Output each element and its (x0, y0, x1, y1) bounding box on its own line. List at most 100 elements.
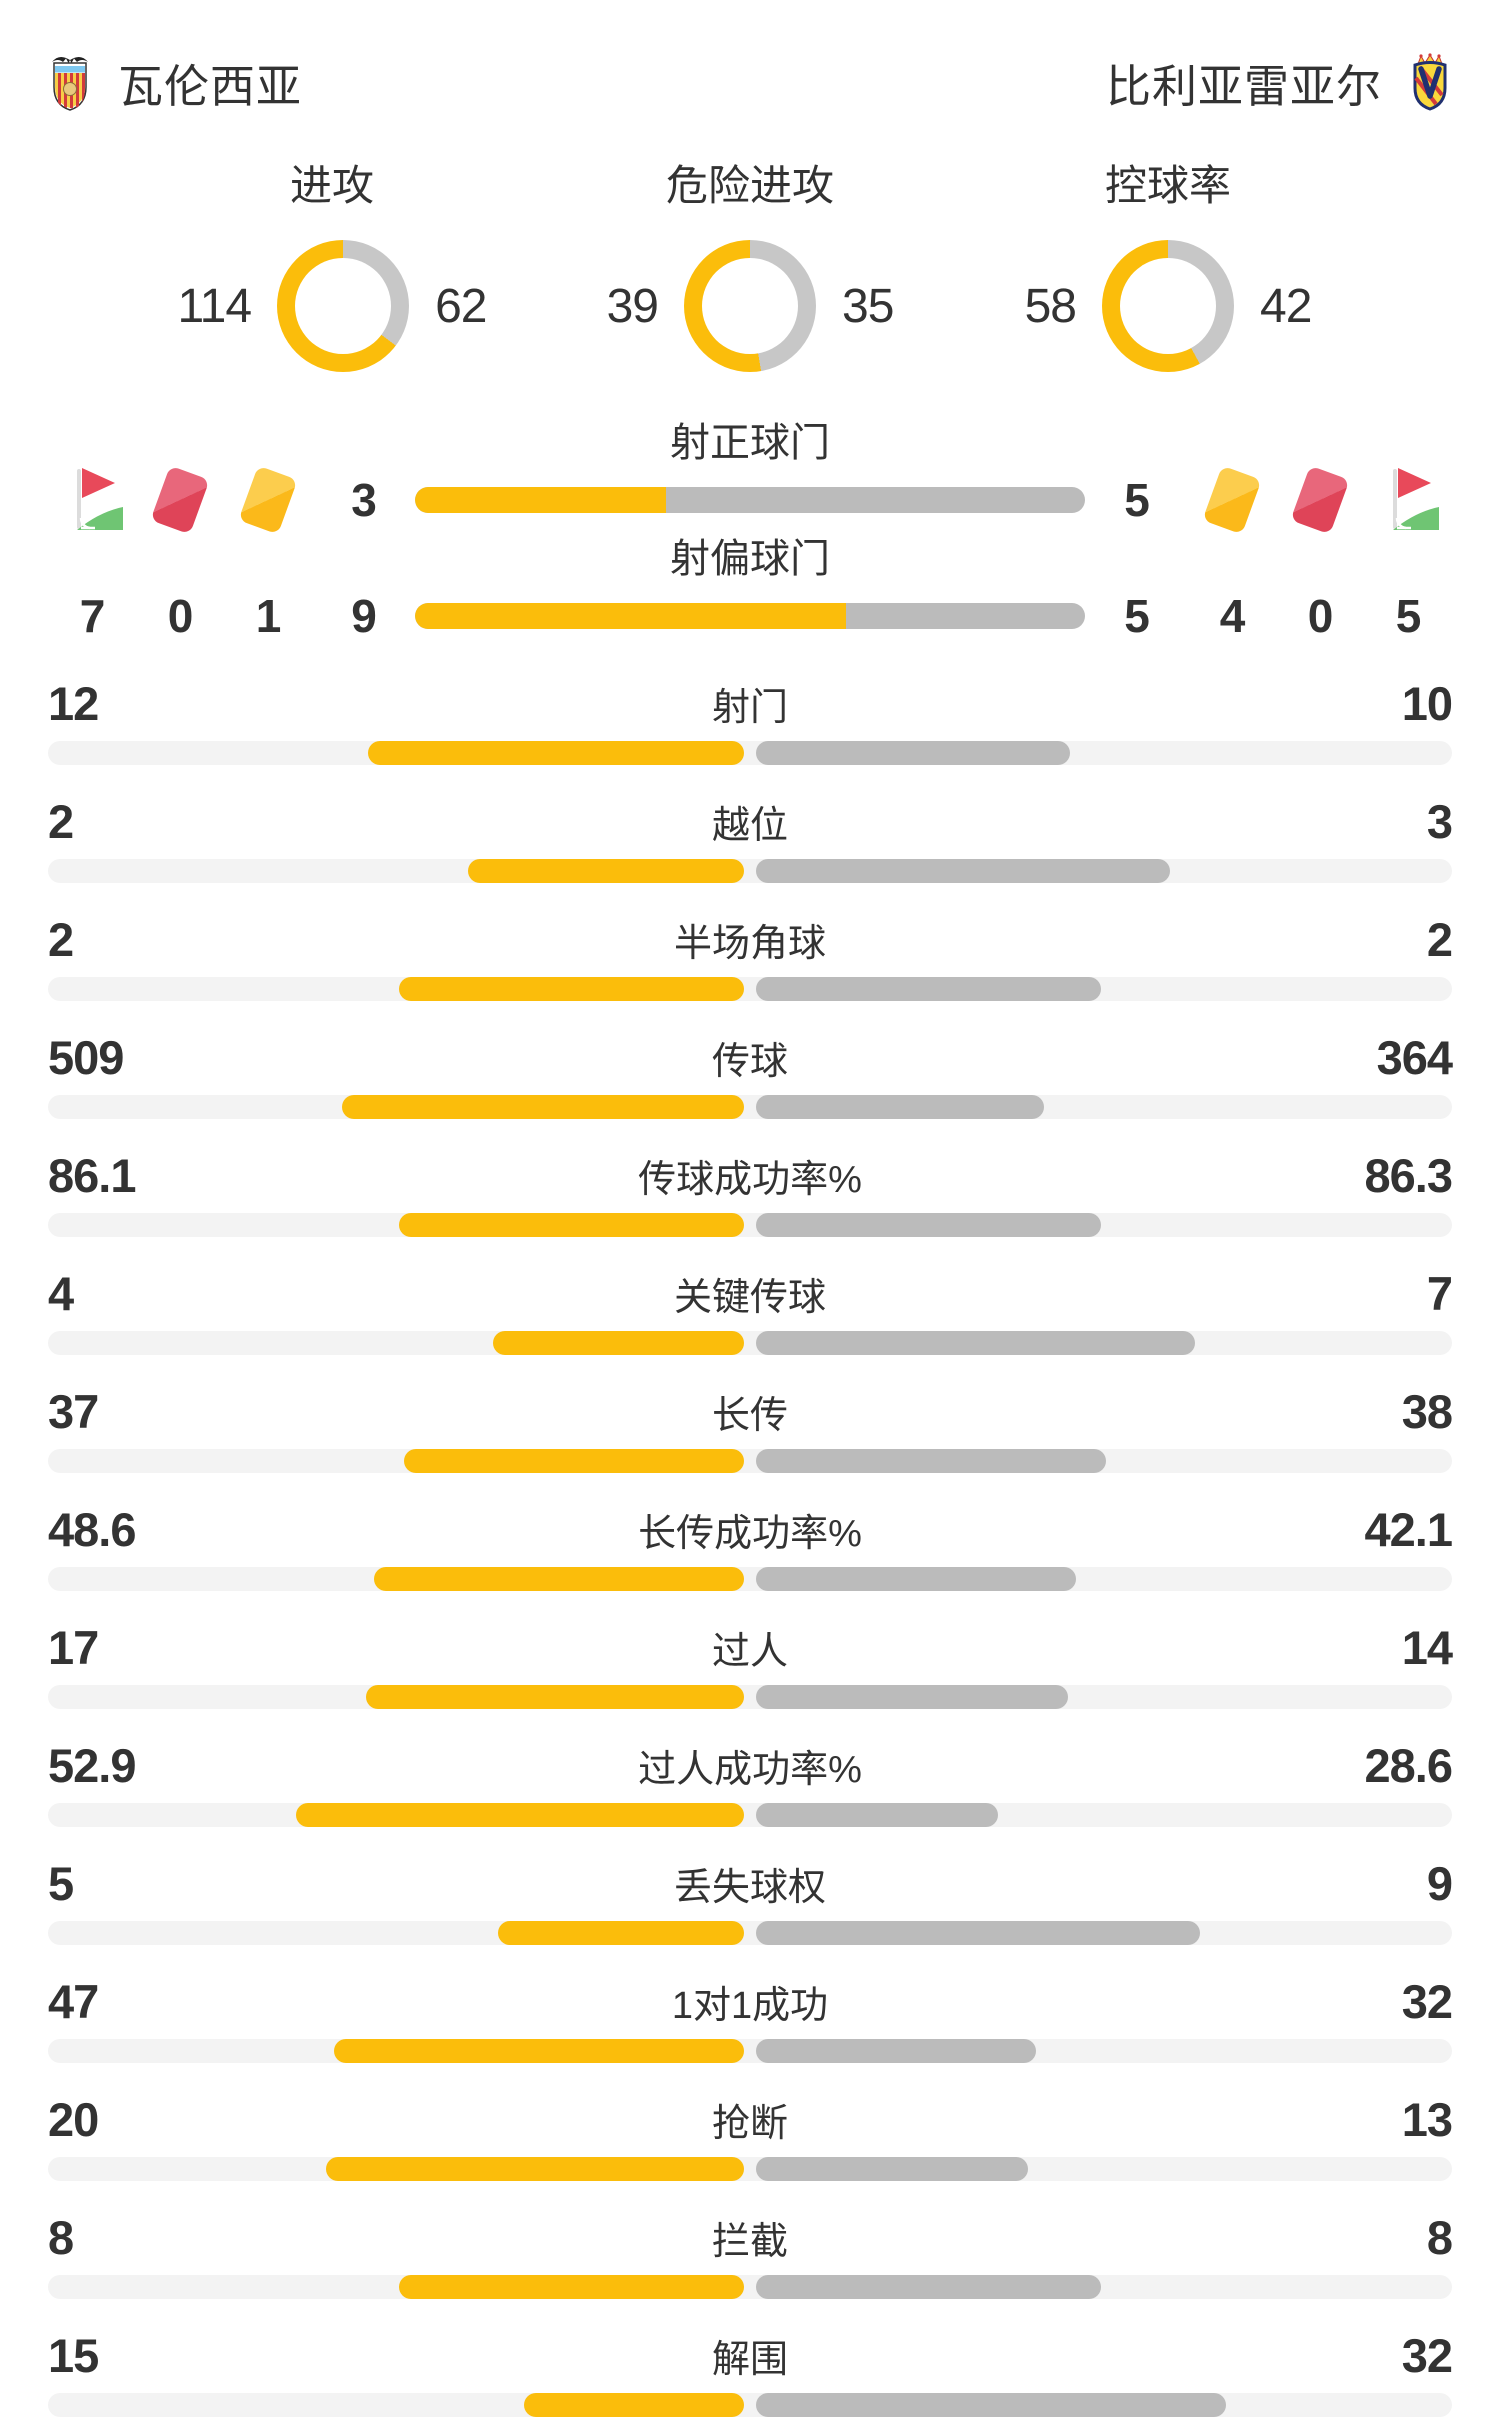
stat-bar-home (399, 2275, 744, 2299)
stat-bar-home (403, 1449, 744, 1473)
home-corners-count: 7 (79, 590, 106, 642)
stat-top: 12 射门 10 (48, 676, 1453, 730)
corner-flag-icon (77, 468, 123, 530)
stat-away-value: 9 (1426, 1856, 1453, 1910)
match-stats-page: 瓦伦西亚 比利亚雷亚尔 进攻 114 62 危险进攻 39 35 (48, 0, 1453, 2417)
stat-bar-home (399, 1213, 744, 1237)
stat-top: 2 半场角球 2 (48, 912, 1453, 966)
stat-row: 15 解围 32 (48, 2328, 1453, 2417)
donut-home-value: 114 (177, 279, 253, 333)
stat-row: 47 1对1成功 32 (48, 1974, 1453, 2063)
stat-bar-away (756, 741, 1070, 765)
stat-label: 传球 (711, 1040, 788, 1083)
stat-bar-track (48, 1685, 1452, 1709)
stat-top: 5 丢失球权 9 (48, 1856, 1453, 1910)
stat-away-value: 8 (1426, 2210, 1453, 2264)
shot-label: 射偏球门 (670, 537, 830, 581)
shot-bar-track (415, 487, 1085, 513)
stat-bar-away (756, 2157, 1028, 2181)
stat-row: 2 越位 3 (48, 794, 1453, 883)
shot-away-value: 5 (1124, 590, 1150, 642)
corner-flag-icon (1393, 468, 1439, 530)
yellow-card-icon (1202, 465, 1262, 535)
away-corners-count: 5 (1395, 590, 1422, 642)
shot-home-value: 9 (351, 590, 377, 642)
stat-row: 86.1 传球成功率% 86.3 (48, 1148, 1453, 1237)
stat-top: 37 长传 38 (48, 1384, 1453, 1438)
stat-home-value: 509 (48, 1030, 124, 1084)
stat-home-value: 17 (48, 1620, 99, 1674)
stat-bar-away (756, 1921, 1200, 1945)
stat-label: 传球成功率% (638, 1158, 862, 1201)
donut-ring (684, 240, 816, 372)
stat-bar-track (48, 1213, 1452, 1237)
stat-row: 48.6 长传成功率% 42.1 (48, 1502, 1453, 1591)
stat-top: 48.6 长传成功率% 42.1 (48, 1502, 1453, 1556)
stat-label: 过人 (711, 1630, 788, 1673)
stat-away-value: 3 (1426, 794, 1453, 848)
shot-row: 射偏球门 7 0 1 9 5 4 0 5 (48, 536, 1452, 650)
stat-bar-home (374, 1567, 744, 1591)
shot-bar-home-fill (415, 603, 846, 629)
stat-row: 8 拦截 8 (48, 2210, 1453, 2299)
stat-home-value: 8 (48, 2210, 74, 2264)
stat-away-value: 28.6 (1364, 1738, 1453, 1792)
stat-label: 长传成功率% (638, 1512, 862, 1555)
stat-top: 20 抢断 13 (48, 2092, 1453, 2146)
stat-away-value: 14 (1401, 1620, 1453, 1674)
away-team-name: 比利亚雷亚尔 (1105, 60, 1382, 112)
stat-home-value: 37 (48, 1384, 99, 1438)
stat-away-value: 38 (1401, 1384, 1453, 1438)
stat-home-value: 20 (48, 2092, 99, 2146)
stat-top: 2 越位 3 (48, 794, 1453, 848)
home-team[interactable]: 瓦伦西亚 (48, 50, 302, 115)
stat-away-value: 13 (1401, 2092, 1453, 2146)
home-discipline-cells (48, 465, 312, 535)
shot-bar-home-fill (415, 487, 667, 513)
stat-bar-home (399, 977, 744, 1001)
stat-away-value: 2 (1426, 912, 1453, 966)
stat-bar-away (756, 2393, 1226, 2417)
stat-top: 8 拦截 8 (48, 2210, 1453, 2264)
away-team[interactable]: 比利亚雷亚尔 (1106, 50, 1452, 115)
stat-top: 17 过人 14 (48, 1620, 1453, 1674)
valencia-logo-icon (52, 56, 88, 111)
donut-line: 58 42 (1025, 240, 1312, 372)
stat-bar-home (497, 1921, 744, 1945)
stat-away-value: 10 (1401, 676, 1453, 730)
red-card-icon (1290, 465, 1350, 535)
stat-label: 拦截 (711, 2220, 788, 2263)
stat-bar-away (756, 1213, 1102, 1237)
stat-top: 509 传球 364 (48, 1030, 1453, 1084)
away-red-cards-count: 0 (1307, 590, 1334, 642)
shot-row: 射正球门 3 5 (48, 420, 1452, 535)
away-discipline-cells: 4 0 5 (1188, 589, 1452, 643)
donut-ring (277, 240, 410, 372)
stat-bar-home (333, 2039, 744, 2063)
stat-bar-away (756, 1095, 1044, 1119)
stat-label: 1对1成功 (671, 1984, 829, 2027)
away-red-cards-cell (1276, 465, 1364, 535)
home-discipline-cells: 7 0 1 (48, 589, 312, 643)
stat-row: 5 丢失球权 9 (48, 1856, 1453, 1945)
stat-bar-away (756, 1449, 1106, 1473)
shot-home-value: 3 (351, 474, 377, 526)
home-red-cards-count: 0 (167, 590, 194, 642)
stat-label: 长传 (711, 1394, 788, 1437)
stat-bar-track (48, 1331, 1452, 1355)
stat-bar-track (48, 859, 1452, 883)
home-yellow-cards-cell (224, 465, 312, 535)
stat-row: 12 射门 10 (48, 676, 1453, 765)
stat-bar-track (48, 2039, 1452, 2063)
stat-row: 17 过人 14 (48, 1620, 1453, 1709)
stat-bar-home (523, 2393, 744, 2417)
stat-label: 射门 (711, 686, 788, 729)
stat-home-value: 48.6 (48, 1502, 136, 1556)
stat-row: 52.9 过人成功率% 28.6 (48, 1738, 1453, 1827)
stat-bar-home (296, 1803, 744, 1827)
stat-home-value: 47 (48, 1974, 99, 2028)
stat-row: 20 抢断 13 (48, 2092, 1453, 2181)
home-corners-cell (48, 465, 136, 535)
stat-bar-track (48, 2275, 1452, 2299)
header: 瓦伦西亚 比利亚雷亚尔 (48, 0, 1452, 118)
